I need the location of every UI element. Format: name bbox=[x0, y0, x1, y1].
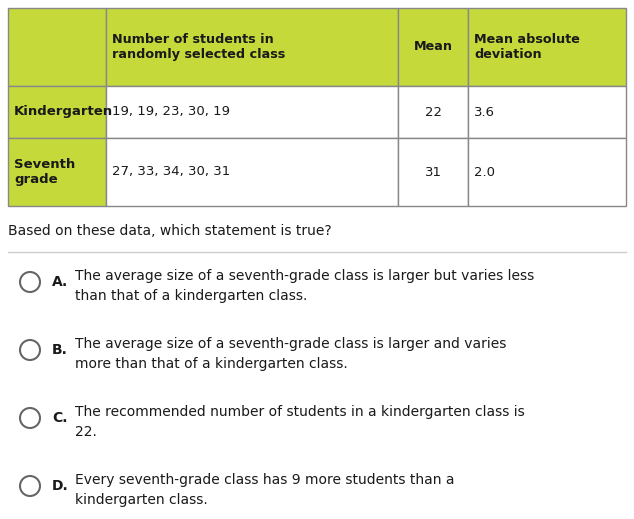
Bar bbox=[398, 86, 468, 138]
Bar bbox=[106, 86, 398, 138]
Bar bbox=[106, 8, 398, 86]
Text: The average size of a seventh-grade class is larger and varies: The average size of a seventh-grade clas… bbox=[75, 337, 507, 351]
Text: than that of a kindergarten class.: than that of a kindergarten class. bbox=[75, 290, 307, 304]
Text: 2.0: 2.0 bbox=[474, 166, 495, 179]
Text: 19, 19, 23, 30, 19: 19, 19, 23, 30, 19 bbox=[112, 105, 230, 118]
Bar bbox=[8, 86, 106, 138]
Text: Mean absolute
deviation: Mean absolute deviation bbox=[474, 33, 580, 61]
Text: 3.6: 3.6 bbox=[474, 105, 495, 118]
Text: kindergarten class.: kindergarten class. bbox=[75, 494, 208, 508]
Text: Every seventh-grade class has 9 more students than a: Every seventh-grade class has 9 more stu… bbox=[75, 473, 455, 487]
Bar bbox=[8, 8, 106, 86]
Text: C.: C. bbox=[52, 411, 67, 425]
Bar bbox=[398, 8, 468, 86]
Text: B.: B. bbox=[52, 343, 68, 357]
Text: The recommended number of students in a kindergarten class is: The recommended number of students in a … bbox=[75, 405, 525, 419]
Bar bbox=[468, 8, 626, 86]
Text: 27, 33, 34, 30, 31: 27, 33, 34, 30, 31 bbox=[112, 166, 230, 179]
Text: Based on these data, which statement is true?: Based on these data, which statement is … bbox=[8, 224, 332, 238]
Text: 22: 22 bbox=[425, 105, 441, 118]
Text: Number of students in
randomly selected class: Number of students in randomly selected … bbox=[112, 33, 285, 61]
Bar bbox=[8, 138, 106, 206]
Bar bbox=[106, 138, 398, 206]
Text: Mean: Mean bbox=[413, 40, 453, 53]
Text: 31: 31 bbox=[425, 166, 441, 179]
Text: Kindergarten: Kindergarten bbox=[14, 105, 113, 118]
Bar bbox=[398, 138, 468, 206]
Bar bbox=[468, 86, 626, 138]
Text: The average size of a seventh-grade class is larger but varies less: The average size of a seventh-grade clas… bbox=[75, 269, 534, 283]
Text: D.: D. bbox=[52, 479, 68, 493]
Text: 22.: 22. bbox=[75, 426, 97, 440]
Text: Seventh
grade: Seventh grade bbox=[14, 158, 75, 186]
Text: more than that of a kindergarten class.: more than that of a kindergarten class. bbox=[75, 358, 348, 372]
Bar bbox=[468, 138, 626, 206]
Text: A.: A. bbox=[52, 275, 68, 289]
